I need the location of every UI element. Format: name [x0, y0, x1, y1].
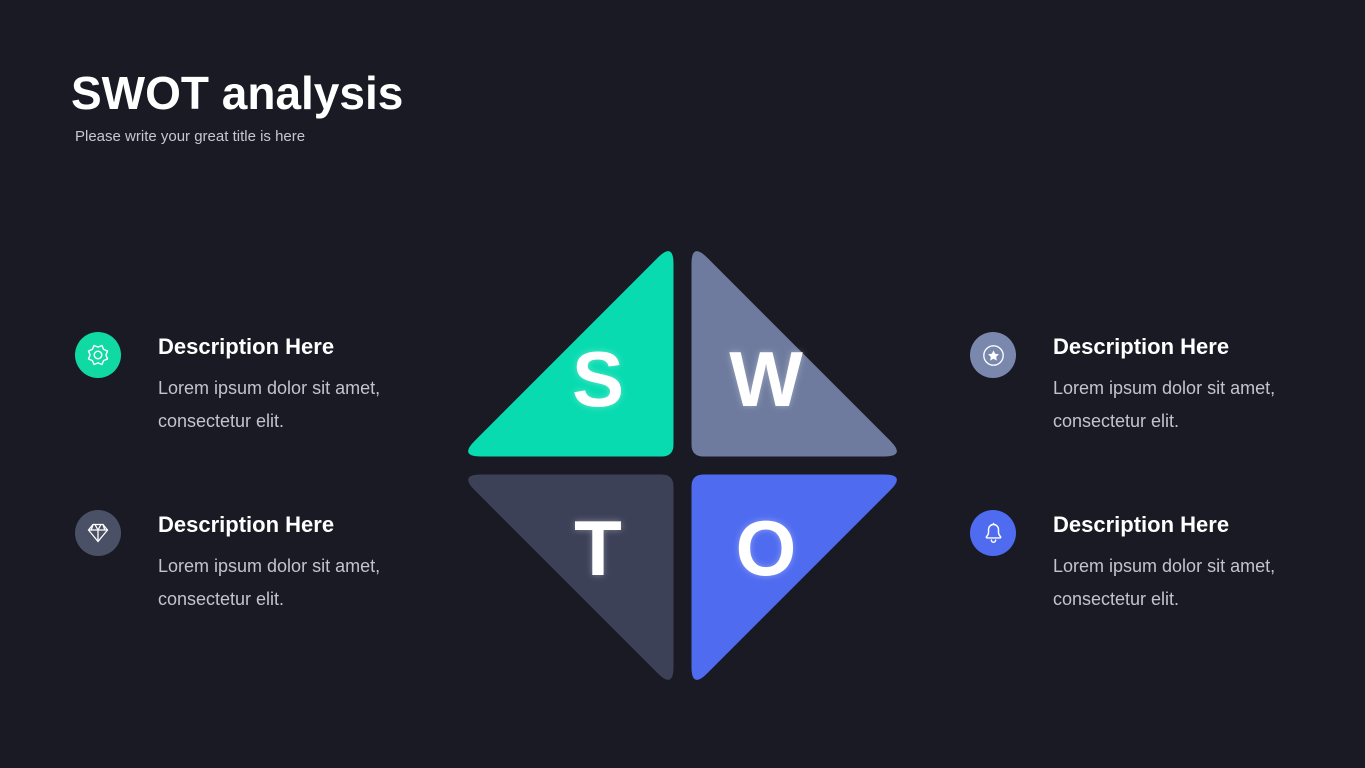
svg-text:S: S — [572, 335, 624, 423]
svg-text:T: T — [574, 504, 622, 592]
svg-text:W: W — [729, 335, 803, 423]
svg-text:O: O — [736, 504, 797, 592]
